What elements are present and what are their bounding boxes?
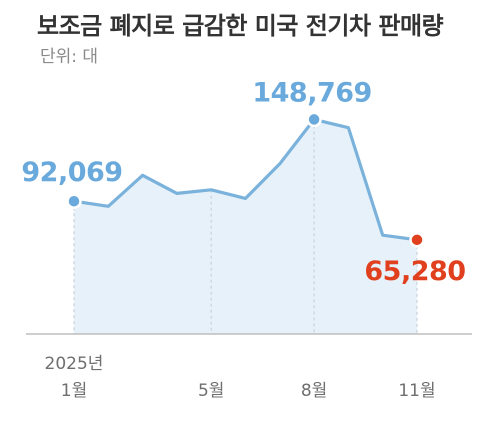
year-tick-label: 2025년 xyxy=(45,354,104,374)
x-tick-label-7: 8월 xyxy=(301,381,327,401)
chart-subtitle: 단위: 대 xyxy=(40,47,99,67)
data-label-0: 92,069 xyxy=(21,157,122,188)
x-tick-label-4: 5월 xyxy=(198,381,224,401)
x-tick-label-0: 1월 xyxy=(61,381,87,401)
chart-title: 보조금 폐지로 급감한 미국 전기차 판매량 xyxy=(37,12,444,40)
data-label-10: 65,280 xyxy=(364,256,465,287)
sales-area-fill xyxy=(74,119,417,335)
data-point-0 xyxy=(66,193,82,209)
data-label-7: 148,769 xyxy=(252,77,371,108)
sales-line xyxy=(72,117,419,242)
x-tick-label-10: 11월 xyxy=(398,381,435,401)
data-point-10 xyxy=(409,232,425,248)
data-point-7 xyxy=(306,111,322,128)
